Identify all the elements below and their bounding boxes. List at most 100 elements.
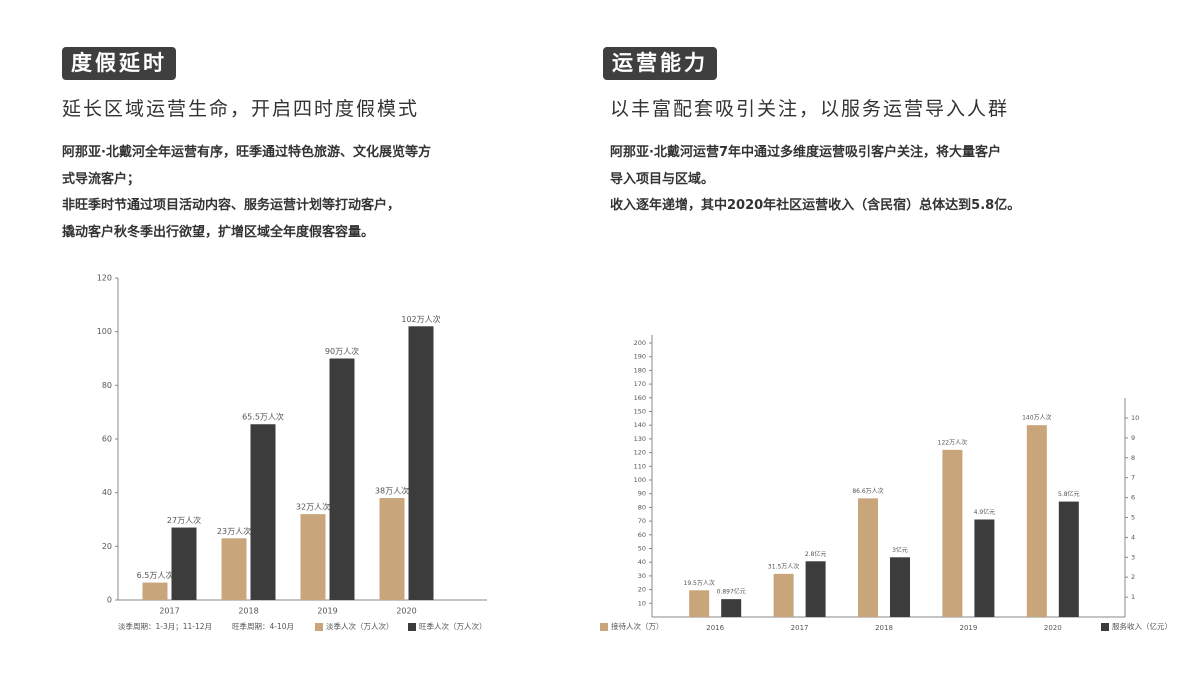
paragraph-line: 阿那亚·北戴河运营7年中通过多维度运营吸引客户关注，将大量客户 [610, 145, 1001, 160]
value-label: 90万人次 [325, 346, 359, 356]
x-tick-label: 2018 [875, 624, 893, 632]
paragraph: 阿那亚·北戴河全年运营有序，旺季通过特色旅游、文化展览等方 式导流客户； 非旺季时节… [62, 140, 431, 246]
legend-label: 服务收入（亿元） [1112, 621, 1172, 631]
y-tick-label: 90 [638, 490, 646, 498]
value-label: 31.5万人次 [768, 562, 799, 570]
bar [773, 573, 794, 617]
paragraph-line: 导入项目与区域。 [610, 171, 715, 187]
value-label: 32万人次 [296, 502, 330, 512]
bar [221, 538, 247, 600]
legend-swatch [600, 623, 608, 631]
section-subtitle: 延长区域运营生命，开启四时度假模式 [62, 98, 420, 120]
y2-tick-label: 4 [1131, 533, 1135, 541]
value-label: 140万人次 [1022, 414, 1051, 422]
y-tick-label: 80 [102, 381, 112, 390]
y-tick-label: 200 [634, 339, 646, 347]
y-tick-label: 110 [634, 462, 646, 470]
section-subtitle: 以丰富配套吸引关注，以服务运营导入人群 [610, 98, 1010, 120]
y-tick-label: 170 [634, 380, 646, 388]
y-tick-label: 20 [102, 542, 112, 551]
y-tick-label: 10 [638, 599, 646, 607]
bar [408, 326, 434, 600]
bar [942, 449, 963, 617]
y2-tick-label: 6 [1131, 494, 1135, 502]
bar [721, 599, 742, 617]
bar [171, 527, 197, 600]
paragraph: 阿那亚·北戴河运营7年中通过多维度运营吸引客户关注，将大量客户 导入项目与区域。收… [610, 140, 1020, 220]
y2-tick-label: 10 [1131, 414, 1139, 422]
y-tick-label: 120 [97, 274, 112, 283]
value-label: 102万人次 [401, 314, 440, 324]
paragraph-line: 撬动客户秋冬季出行欲望，扩增区域全年度假客容量。 [62, 224, 375, 240]
bar [858, 498, 878, 617]
y2-tick-label: 8 [1131, 454, 1135, 462]
legend-label: 旺季人次（万人次） [419, 621, 487, 631]
y-tick-label: 40 [638, 558, 646, 566]
y2-tick-label: 2 [1131, 573, 1135, 581]
legend-label: 接待人次（万） [611, 621, 664, 631]
y-tick-label: 140 [634, 421, 646, 429]
y-tick-label: 120 [634, 449, 646, 457]
note: 淡季周期：1-3月；11-12月 [118, 621, 212, 631]
value-label: 27万人次 [167, 515, 201, 525]
x-tick-label: 2017 [159, 607, 179, 616]
value-label: 19.5万人次 [684, 579, 715, 587]
legend-label: 淡季人次（万人次） [326, 621, 394, 631]
y-tick-label: 0 [107, 596, 112, 605]
y-tick-label: 150 [634, 408, 646, 416]
y-tick-label: 100 [634, 476, 646, 484]
value-label: 6.5万人次 [137, 570, 174, 580]
y-tick-label: 180 [634, 366, 646, 374]
y-tick-label: 80 [638, 503, 646, 511]
value-label: 38万人次 [375, 486, 409, 496]
value-label: 23万人次 [217, 526, 251, 536]
y-tick-label: 160 [634, 394, 646, 402]
value-label: 65.5万人次 [242, 412, 284, 422]
x-tick-label: 2016 [706, 624, 724, 632]
value-label: 3亿元 [892, 546, 908, 554]
y-tick-label: 190 [634, 353, 646, 361]
value-label: 86.6万人次 [852, 487, 883, 495]
bar [805, 561, 826, 617]
paragraph-line: 非旺季时节通过项目活动内容、服务运营计划等打动客户， [62, 198, 401, 213]
y-tick-label: 60 [638, 531, 646, 539]
value-label: 0.897亿元 [717, 588, 746, 596]
bar [1058, 501, 1079, 617]
x-tick-label: 2017 [791, 624, 809, 632]
section-tag: 度假延时 [62, 47, 176, 80]
x-tick-label: 2020 [1044, 624, 1062, 632]
section-tag: 运营能力 [603, 47, 717, 80]
y-tick-label: 30 [638, 572, 646, 580]
bar [379, 498, 405, 600]
note: 旺季周期：4-10月 [232, 621, 294, 631]
bar [300, 514, 326, 600]
y2-tick-label: 7 [1131, 474, 1135, 482]
y-tick-label: 60 [102, 435, 112, 444]
legend-swatch [408, 623, 416, 631]
bar [250, 424, 276, 600]
legend-swatch [315, 623, 323, 631]
y-tick-label: 40 [102, 488, 112, 497]
y2-tick-label: 1 [1131, 593, 1135, 601]
y2-tick-label: 5 [1131, 514, 1135, 522]
paragraph-line: 阿那亚·北戴河全年运营有序，旺季通过特色旅游、文化展览等方 [62, 145, 431, 160]
value-label: 2.8亿元 [805, 550, 827, 558]
y-tick-label: 20 [638, 586, 646, 594]
y-tick-label: 70 [638, 517, 646, 525]
paragraph-line: 收入逐年递增，其中2020年社区运营收入（含民宿）总体达到5.8亿。 [610, 198, 1021, 213]
x-tick-label: 2018 [238, 607, 258, 616]
bar [890, 557, 910, 617]
bar [689, 590, 710, 617]
y-tick-label: 50 [638, 545, 646, 553]
value-label: 4.9亿元 [974, 508, 996, 516]
bar [1026, 425, 1047, 617]
x-tick-label: 2019 [959, 624, 977, 632]
x-tick-label: 2020 [396, 607, 416, 616]
y2-tick-label: 3 [1131, 553, 1135, 561]
y-tick-label: 100 [97, 327, 112, 336]
bar [142, 582, 168, 600]
legend-swatch [1101, 623, 1109, 631]
y-tick-label: 130 [634, 435, 646, 443]
paragraph-line: 式导流客户； [62, 171, 141, 187]
